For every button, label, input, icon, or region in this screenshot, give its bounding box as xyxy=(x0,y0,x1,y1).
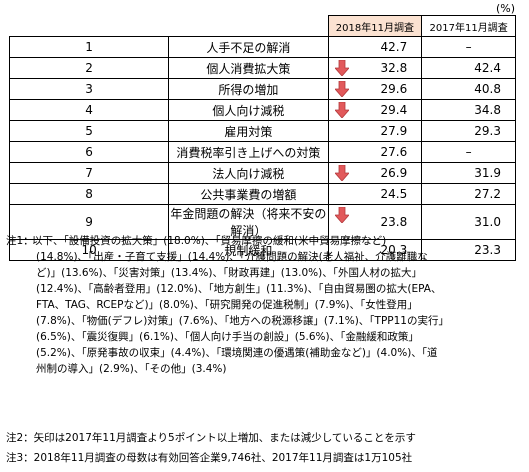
table-row: 2 個人消費拡大策 32.8 42.4 xyxy=(8,57,516,79)
down-arrow-icon xyxy=(334,207,349,223)
value-2017-cell: 31.9 xyxy=(421,162,516,184)
rank-cell: 6 xyxy=(8,141,170,163)
rank-cell: 7 xyxy=(8,162,170,184)
note-3: 注3：2018年11月調査の母数は有効回答企業9,746社、2017年11月調査… xyxy=(6,452,413,464)
item-cell: 個人消費拡大策 xyxy=(168,57,329,79)
table-row: 5 雇用対策 27.9 29.3 xyxy=(8,120,516,142)
rank-cell: 5 xyxy=(8,120,170,142)
item-cell: 個人向け減税 xyxy=(168,99,329,121)
note-1-body: 以下、「設備投資の拡大策」(18.0%)、「貿易摩擦の緩和(米中貿易摩擦など) (… xyxy=(32,233,521,377)
rank-cell: 10 xyxy=(8,239,170,261)
table-row: 6 消費税率引き上げへの対策 27.6– xyxy=(8,141,516,163)
note-1-line: FTA、TAG、RCEPなど)」(8.0%)、「研究開発の促進税制」(7.9%)… xyxy=(36,299,418,311)
rank-cell: 1 xyxy=(8,36,170,58)
table-row: 3 所得の増加 29.6 40.8 xyxy=(8,78,516,100)
unit-label: (%) xyxy=(496,2,516,15)
note-1-line: (12.4%)、「高齢者登用」(12.0%)、「地方創生」(11.3%)、「自由… xyxy=(36,283,442,295)
value-2017-cell: 27.2 xyxy=(421,183,516,205)
table-row: 10 規制緩和 20.3 23.3 xyxy=(8,239,516,261)
value-2018-cell: 27.9 xyxy=(327,120,423,142)
table-header-row: 2018年11月調査 2017年11月調査 xyxy=(9,15,516,37)
table-row: 7 法人向け減税 26.9 31.9 xyxy=(8,162,516,184)
value-2018: 26.9 xyxy=(380,166,408,180)
value-2018: 32.8 xyxy=(380,61,408,75)
value-2018: 27.6 xyxy=(380,145,408,159)
item-cell: 所得の増加 xyxy=(168,78,329,100)
item-cell: 公共事業費の増額 xyxy=(168,183,329,205)
value-2018: 20.3 xyxy=(380,243,408,257)
note-1-line: ど)」(13.6%)、「災害対策」(13.4%)、「財政再建」(13.0%)、「… xyxy=(36,267,422,279)
value-2017-cell: 42.4 xyxy=(421,57,516,79)
item-cell: 法人向け減税 xyxy=(168,162,329,184)
note-1-line: 以下、「設備投資の拡大策」(18.0%)、「貿易摩擦の緩和(米中貿易摩擦など) xyxy=(32,235,387,247)
note-1-line: 州制の導入」(2.9%)、「その他」(3.4%) xyxy=(36,363,227,375)
down-arrow-icon xyxy=(334,102,349,118)
table-row: 4 個人向け減税 29.4 34.8 xyxy=(8,99,516,121)
value-2018: 29.6 xyxy=(380,82,408,96)
header-2017: 2017年11月調査 xyxy=(421,15,516,37)
item-cell: 人手不足の解消 xyxy=(168,36,329,58)
table-row: 8 公共事業費の増額 24.5 27.2 xyxy=(8,183,516,205)
item-cell: 規制緩和 xyxy=(168,239,329,261)
value-2017-cell: 29.3 xyxy=(421,120,516,142)
value-2017-cell: 40.8 xyxy=(421,78,516,100)
value-2018-cell: 29.4 xyxy=(327,99,423,121)
note-1-label: 注1： xyxy=(6,235,34,247)
note-1-line: (7.8%)、「物価(デフレ)対策」(7.6%)、「地方への税源移譲」(7.1%… xyxy=(36,315,449,327)
table-row: 9 年金問題の解決（将来不安の解消） 23.8 31.0 xyxy=(8,204,516,240)
value-2017-cell: 23.3 xyxy=(421,239,516,261)
note-1: 注1： 以下、「設備投資の拡大策」(18.0%)、「貿易摩擦の緩和(米中貿易摩擦… xyxy=(6,233,521,377)
value-2018-cell: 42.7 xyxy=(327,36,423,58)
rank-cell: 2 xyxy=(8,57,170,79)
value-2017-cell: – xyxy=(421,141,516,163)
value-2018-cell: 29.6 xyxy=(327,78,423,100)
down-arrow-icon xyxy=(334,60,349,76)
note-2: 注2：矢印は2017年11月調査より5ポイント以上増加、または減少していることを… xyxy=(6,432,416,444)
value-2018-cell: 23.8 xyxy=(327,204,423,240)
value-2018-cell: 27.6 xyxy=(327,141,423,163)
item-cell: 消費税率引き上げへの対策 xyxy=(168,141,329,163)
value-2018: 24.5 xyxy=(380,187,408,201)
value-2018-cell: 24.5 xyxy=(327,183,423,205)
value-2018: 29.4 xyxy=(380,103,408,117)
rank-cell: 3 xyxy=(8,78,170,100)
ranking-table: 2018年11月調査 2017年11月調査 1 人手不足の解消 42.7–2 個人消費… xyxy=(8,15,516,261)
rank-cell: 8 xyxy=(8,183,170,205)
table-row: 1 人手不足の解消 42.7– xyxy=(8,36,516,58)
value-2018: 27.9 xyxy=(380,124,408,138)
value-2018: 23.8 xyxy=(380,215,408,229)
value-2017-cell: 31.0 xyxy=(421,204,516,240)
note-1-line: (5.2%)、「原発事故の収束」(4.4%)、「環境関連の優遇策(補助金など)」… xyxy=(36,347,438,359)
value-2018-cell: 26.9 xyxy=(327,162,423,184)
item-cell: 雇用対策 xyxy=(168,120,329,142)
note-1-line: (6.5%)、「震災復興」(6.1%)、「個人向け手当の創設」(5.6%)、「金… xyxy=(36,331,419,343)
note-1-line: (14.8%)、「出産・子育て支援」(14.4%)、「介護問題の解決(老人福祉、… xyxy=(36,251,428,263)
header-2018: 2018年11月調査 xyxy=(327,15,423,37)
value-2017-cell: 34.8 xyxy=(421,99,516,121)
value-2017-cell: – xyxy=(421,36,516,58)
down-arrow-icon xyxy=(334,81,349,97)
rank-cell: 4 xyxy=(8,99,170,121)
value-2018-cell: 20.3 xyxy=(327,239,423,261)
value-2018: 42.7 xyxy=(380,40,408,54)
down-arrow-icon xyxy=(334,165,349,181)
value-2018-cell: 32.8 xyxy=(327,57,423,79)
header-blank xyxy=(9,15,329,37)
